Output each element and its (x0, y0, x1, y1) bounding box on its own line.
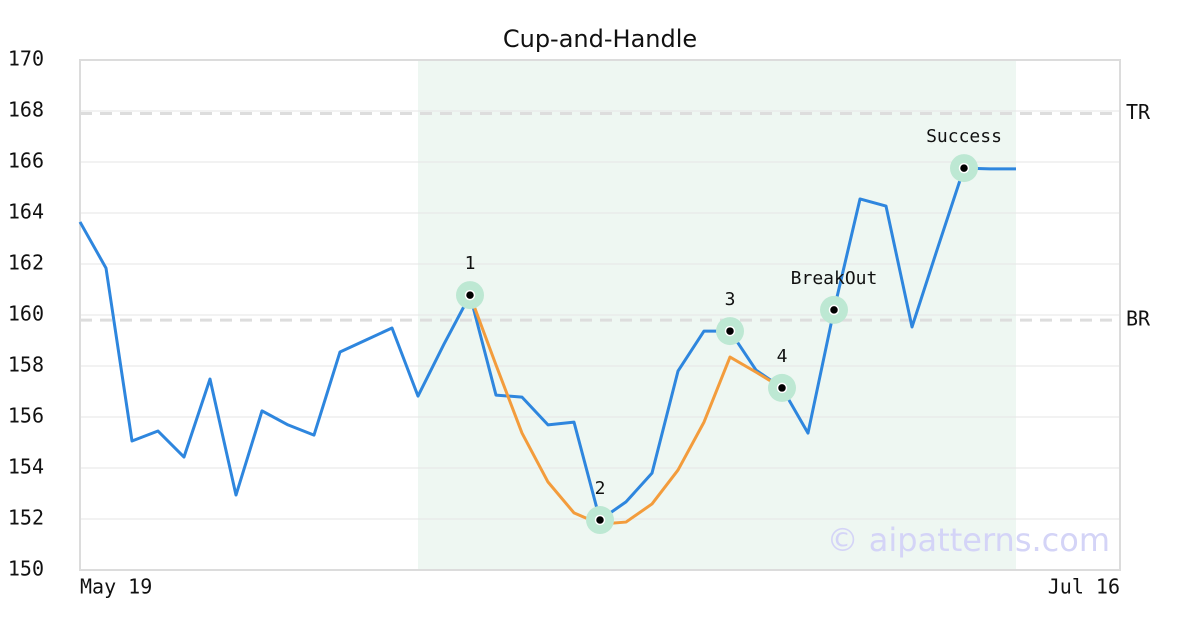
level-label: BR (1126, 307, 1151, 331)
chart-title: Cup-and-Handle (503, 25, 697, 53)
x-tick-label: Jul 16 (1048, 575, 1120, 599)
pattern-point (594, 514, 606, 526)
y-tick-label: 168 (8, 98, 44, 122)
y-tick-label: 150 (8, 557, 44, 581)
plot-frame (79, 59, 1121, 571)
pattern-point (464, 289, 476, 301)
y-tick-label: 162 (8, 251, 44, 275)
pattern-point (828, 304, 840, 316)
y-tick-label: 164 (8, 200, 44, 224)
pattern-point (776, 382, 788, 394)
y-tick-label: 156 (8, 404, 44, 428)
point-label: Success (926, 126, 1002, 147)
y-tick-label: 170 (8, 47, 44, 71)
series-line (78, 166, 1016, 522)
point-label: 1 (465, 253, 476, 274)
series-line (468, 294, 783, 526)
y-tick-label: 152 (8, 506, 44, 530)
pattern-point (724, 325, 736, 337)
point-label: 4 (777, 346, 788, 367)
y-tick-label: 158 (8, 353, 44, 377)
point-label: 2 (595, 478, 606, 499)
y-tick-label: 160 (8, 302, 44, 326)
point-label: 3 (725, 289, 736, 310)
point-label: BreakOut (791, 268, 878, 289)
y-tick-label: 154 (8, 455, 44, 479)
pattern-point (958, 162, 970, 174)
watermark: © aipatterns.com (827, 521, 1110, 559)
y-tick-label: 166 (8, 149, 44, 173)
level-label: TR (1126, 100, 1151, 124)
x-tick-label: May 19 (80, 575, 152, 599)
